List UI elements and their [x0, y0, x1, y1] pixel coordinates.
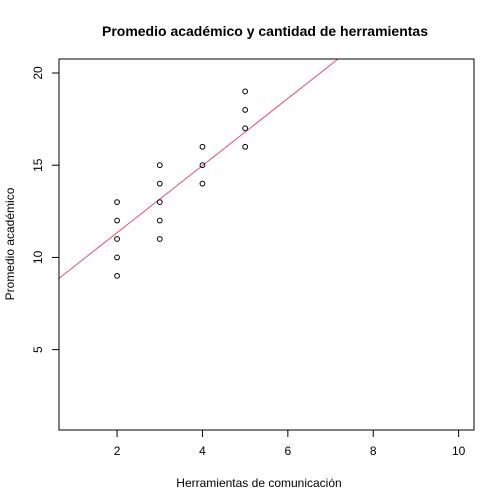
- data-point-1: [114, 254, 120, 261]
- data-point-12: [199, 143, 206, 150]
- data-point-16: [242, 88, 249, 95]
- data-point-14: [242, 125, 249, 132]
- data-point-11: [199, 162, 206, 169]
- x-tick-label-2: 2: [114, 444, 121, 458]
- data-point-9: [156, 162, 163, 169]
- data-point-10: [199, 180, 206, 187]
- regression-line: [59, 59, 339, 279]
- chart-title: Promedio académico y cantidad de herrami…: [102, 23, 428, 39]
- data-point-0: [114, 272, 120, 279]
- data-point-13: [242, 143, 249, 150]
- data-point-3: [114, 217, 120, 224]
- plot-area: [58, 58, 475, 431]
- data-point-7: [156, 199, 163, 205]
- data-point-5: [156, 236, 163, 242]
- data-point-8: [156, 180, 163, 187]
- x-tick-label-8: 8: [370, 444, 377, 458]
- x-tick-label-4: 4: [199, 444, 206, 458]
- y-tick-label-5: 5: [31, 346, 45, 353]
- y-tick-label-10: 10: [31, 250, 45, 264]
- data-point-15: [242, 106, 249, 113]
- x-tick-label-6: 6: [285, 444, 292, 458]
- y-axis: 5 10 15 20: [31, 66, 60, 353]
- y-axis-label: Promedio académico: [3, 187, 17, 300]
- data-point-6: [156, 217, 163, 224]
- x-tick-label-10: 10: [452, 444, 466, 458]
- x-axis-label: Herramientas de comunicación: [176, 476, 341, 490]
- y-tick-label-15: 15: [31, 158, 45, 172]
- data-point-4: [114, 199, 120, 205]
- data-point-2: [114, 236, 120, 242]
- x-axis: 2 4 6 8 10: [114, 429, 466, 458]
- y-tick-label-20: 20: [31, 66, 45, 80]
